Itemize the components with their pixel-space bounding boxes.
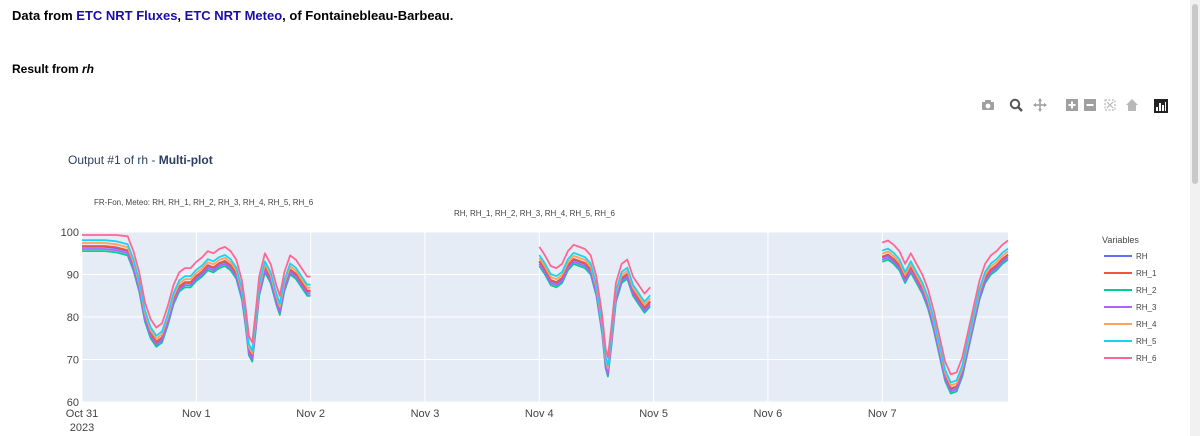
result-name: rh	[82, 62, 95, 76]
series-line-rh-5[interactable]	[538, 251, 651, 367]
legend-item-rh-4[interactable]: RH_4	[1104, 320, 1157, 329]
legend-item-rh-6[interactable]: RH_6	[1104, 354, 1157, 363]
series-line-rh-4[interactable]	[881, 250, 1009, 387]
legend-label: RH_4	[1136, 320, 1157, 329]
source-link-meteo[interactable]: ETC NRT Meteo	[184, 8, 283, 23]
plot-title-prefix: Output #1 of rh -	[68, 153, 159, 167]
series-lines	[82, 234, 1009, 395]
y-tick-label: 70	[67, 355, 79, 367]
series-line-rh-6[interactable]	[538, 243, 651, 359]
y-axis-ticks: 60 70 80 90 100	[61, 227, 79, 409]
x-tick-label: Nov 3	[411, 408, 440, 420]
subplot-title-2: RH, RH_1, RH_2, RH_3, RH_4, RH_5, RH_6	[454, 209, 615, 218]
y-tick-label: 100	[61, 227, 79, 239]
zoom-in-icon[interactable]	[1064, 98, 1080, 114]
series-line-rh-6[interactable]	[881, 239, 1009, 376]
page-headline: Data from ETC NRT Fluxes, ETC NRT Meteo,…	[12, 8, 453, 23]
plotly-logo-icon[interactable]	[1154, 99, 1168, 113]
legend: Variables RH RH_1 RH_2 RH_3 RH_4 RH_5 RH_6	[1102, 235, 1157, 363]
series-line-rh-5[interactable]	[82, 239, 311, 352]
series-line-rh-5[interactable]	[881, 247, 1009, 384]
legend-label: RH_5	[1136, 337, 1157, 346]
pan-icon[interactable]	[1032, 98, 1048, 114]
reset-axes-icon[interactable]	[1124, 98, 1140, 114]
y-tick-label: 80	[67, 312, 79, 324]
autoscale-icon[interactable]	[1102, 98, 1118, 114]
y-tick-label: 60	[67, 397, 79, 409]
legend-label: RH_2	[1136, 286, 1157, 295]
x-tick-label: Nov 4	[525, 408, 554, 420]
legend-label: RH_3	[1136, 303, 1157, 312]
x-tick-label: Nov 6	[754, 408, 783, 420]
series-line-rh-3[interactable]	[881, 256, 1009, 393]
y-tick-label: 90	[67, 270, 79, 282]
x-tick-label: Nov 5	[639, 408, 668, 420]
page-scrollbar[interactable]	[1190, 0, 1200, 436]
legend-item-rh-3[interactable]: RH_3	[1104, 303, 1157, 312]
legend-item-rh[interactable]: RH	[1104, 252, 1148, 261]
legend-label: RH_6	[1136, 354, 1157, 363]
result-heading: Result from rh	[12, 62, 94, 76]
zoom-out-icon[interactable]	[1082, 98, 1098, 114]
x-tick-label: Nov 2	[296, 408, 325, 420]
x-tick-label: Nov 7	[868, 408, 897, 420]
headline-suffix: , of Fontainebleau-Barbeau.	[282, 8, 454, 23]
scrollbar-thumb[interactable]	[1192, 4, 1198, 184]
x-axis-ticks: Oct 31 2023 Nov 1 Nov 2 Nov 3 Nov 4 Nov 5 Nov 6…	[66, 408, 897, 434]
legend-item-rh-5[interactable]: RH_5	[1104, 337, 1157, 346]
subplot-titles: FR-Fon, Meteo: RH, RH_1, RH_2, RH_3, RH_…	[94, 198, 615, 218]
result-prefix: Result from	[12, 62, 83, 76]
source-link-fluxes[interactable]: ETC NRT Fluxes	[76, 8, 178, 23]
x-tick-label: Oct 31	[66, 408, 98, 420]
subplot-title-1: FR-Fon, Meteo: RH, RH_1, RH_2, RH_3, RH_…	[94, 198, 314, 207]
zoom-icon[interactable]	[1008, 98, 1024, 114]
legend-label: RH	[1136, 252, 1148, 261]
legend-item-rh-2[interactable]: RH_2	[1104, 286, 1157, 295]
camera-icon[interactable]	[980, 98, 996, 114]
x-tick-year: 2023	[70, 422, 94, 434]
series-line-rh-6[interactable]	[82, 234, 311, 344]
headline-prefix: Data from	[12, 8, 77, 23]
legend-title: Variables	[1102, 235, 1139, 245]
series-line-rh-3[interactable]	[82, 248, 311, 361]
plot-title-bold: Multi-plot	[158, 153, 213, 167]
x-tick-label: Nov 1	[182, 408, 211, 420]
plot-title: Output #1 of rh - Multi-plot	[68, 153, 213, 167]
legend-label: RH_1	[1136, 269, 1157, 278]
headline-separator: ,	[177, 8, 185, 23]
legend-item-rh-1[interactable]: RH_1	[1104, 269, 1157, 278]
